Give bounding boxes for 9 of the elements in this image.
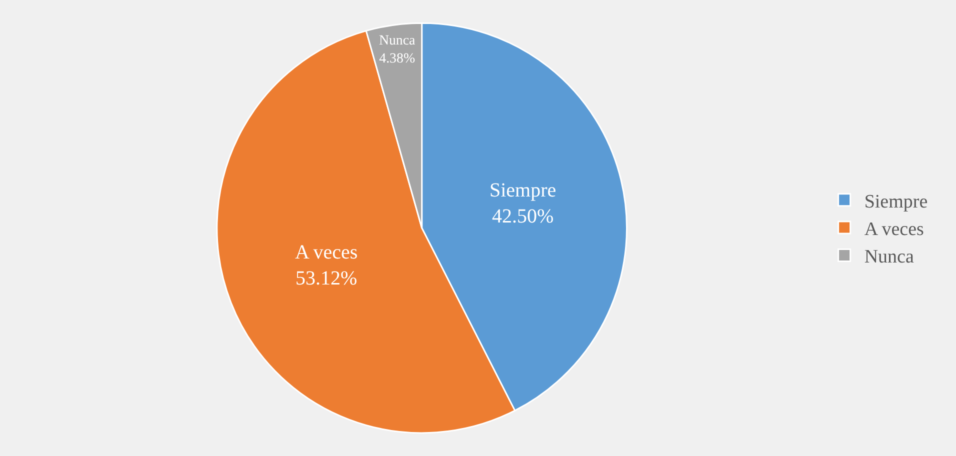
slice-label: Siempre xyxy=(489,180,556,202)
data-label: 53.12% xyxy=(295,267,358,290)
legend-label: A veces xyxy=(864,218,924,240)
data-label: 4.38% xyxy=(379,52,416,67)
slice-label: A veces xyxy=(294,241,358,264)
legend-label: Siempre xyxy=(864,191,928,212)
data-label: 42.50% xyxy=(492,206,554,228)
legend-label: Nunca xyxy=(864,246,914,268)
slice-label: Nunca xyxy=(378,34,416,49)
